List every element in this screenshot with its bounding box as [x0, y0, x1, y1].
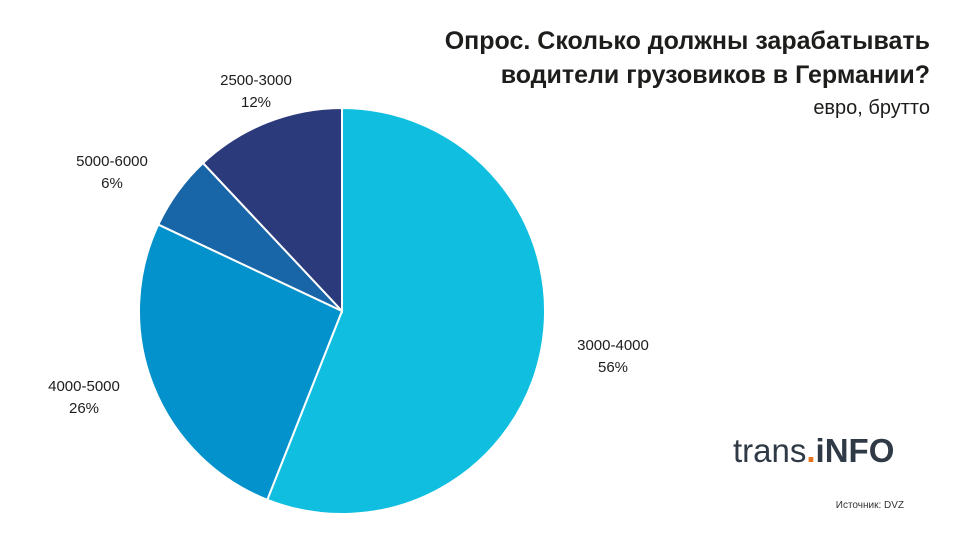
source-note: Источник: DVZ [835, 500, 904, 511]
slice-label-3000-4000: 3000-4000 56% [553, 335, 673, 379]
slice-label-2500-3000: 2500-3000 12% [196, 70, 316, 114]
slice-percent: 56% [597, 359, 629, 376]
pie-slice-4000-5000 [138, 223, 344, 502]
transinfo-logo: trans.iNFO [733, 432, 894, 470]
slice-category: 3000-4000 [577, 337, 649, 354]
chart-subtitle: евро, брутто [813, 97, 930, 119]
slice-percent: 26% [68, 400, 100, 417]
chart-title-line-1: Опрос. Сколько должны зарабатывать [444, 27, 930, 55]
slice-label-5000-6000: 5000-6000 6% [52, 151, 172, 195]
slice-category: 2500-3000 [220, 72, 292, 89]
pie-slice-3000-4000 [265, 106, 546, 515]
chart-title: Опрос. Сколько должны зарабатывать водит… [370, 24, 930, 92]
chart-title-line-2: водители грузовиков в Германии? [500, 61, 930, 89]
logo-text-trans: trans [733, 432, 807, 469]
logo-text-info: iNFO [815, 432, 895, 469]
slice-percent: 6% [101, 175, 123, 192]
slice-category: 5000-6000 [76, 153, 148, 170]
logo-dot: . [806, 432, 816, 469]
slice-label-4000-5000: 4000-5000 26% [24, 376, 144, 420]
slice-category: 4000-5000 [48, 378, 120, 395]
pie-slice-2500-3000 [201, 106, 343, 314]
slice-percent: 12% [240, 94, 272, 111]
